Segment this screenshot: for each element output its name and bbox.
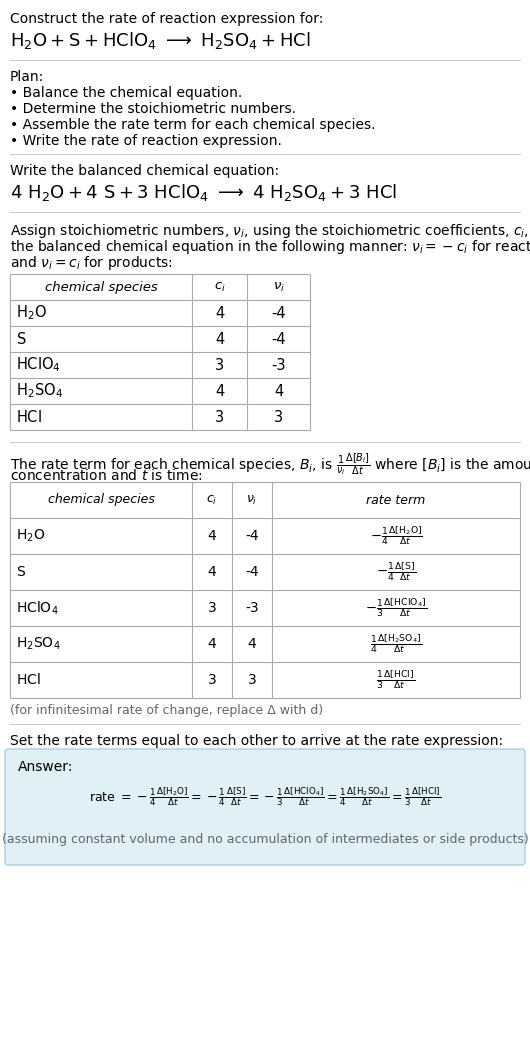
Text: $\frac{1}{3}\frac{\Delta[\mathrm{HCl}]}{\Delta t}$: $\frac{1}{3}\frac{\Delta[\mathrm{HCl}]}{…	[376, 669, 416, 691]
Text: 4: 4	[215, 383, 224, 398]
Text: -3: -3	[245, 601, 259, 615]
Text: 3: 3	[274, 410, 283, 424]
Text: Answer:: Answer:	[18, 760, 73, 774]
Text: 3: 3	[215, 410, 224, 424]
Text: 4: 4	[215, 331, 224, 347]
Text: 3: 3	[215, 357, 224, 372]
Text: • Determine the stoichiometric numbers.: • Determine the stoichiometric numbers.	[10, 102, 296, 116]
Text: $\nu_i$: $\nu_i$	[246, 494, 258, 506]
Text: Write the balanced chemical equation:: Write the balanced chemical equation:	[10, 164, 279, 178]
Text: -3: -3	[271, 357, 286, 372]
Text: $\mathrm{H_2O}$: $\mathrm{H_2O}$	[16, 303, 47, 322]
Text: $\mathrm{HCl}$: $\mathrm{HCl}$	[16, 410, 42, 425]
Text: $\mathrm{S}$: $\mathrm{S}$	[16, 331, 26, 347]
Text: Assign stoichiometric numbers, $\nu_i$, using the stoichiometric coefficients, $: Assign stoichiometric numbers, $\nu_i$, …	[10, 222, 530, 240]
Text: rate term: rate term	[366, 494, 426, 506]
Text: -4: -4	[271, 305, 286, 321]
Text: $\mathrm{HClO_4}$: $\mathrm{HClO_4}$	[16, 355, 61, 374]
Text: -4: -4	[245, 565, 259, 579]
Text: 4: 4	[208, 637, 216, 651]
Text: 4: 4	[248, 637, 257, 651]
Text: $-\frac{1}{4}\frac{\Delta[\mathrm{H_2O}]}{\Delta t}$: $-\frac{1}{4}\frac{\Delta[\mathrm{H_2O}]…	[369, 524, 422, 547]
Text: -4: -4	[245, 529, 259, 543]
Text: $\nu_i$: $\nu_i$	[272, 280, 285, 294]
Text: $-\frac{1}{4}\frac{\Delta[\mathrm{S}]}{\Delta t}$: $-\frac{1}{4}\frac{\Delta[\mathrm{S}]}{\…	[376, 561, 416, 584]
Text: Construct the rate of reaction expression for:: Construct the rate of reaction expressio…	[10, 13, 323, 26]
Text: (assuming constant volume and no accumulation of intermediates or side products): (assuming constant volume and no accumul…	[2, 834, 528, 846]
Text: • Write the rate of reaction expression.: • Write the rate of reaction expression.	[10, 134, 282, 148]
Text: $\mathrm{4\ H_2O + 4\ S + 3\ HClO_4\ \longrightarrow\ 4\ H_2SO_4 + 3\ HCl}$: $\mathrm{4\ H_2O + 4\ S + 3\ HClO_4\ \lo…	[10, 182, 397, 203]
Text: $\mathrm{H_2SO_4}$: $\mathrm{H_2SO_4}$	[16, 381, 63, 400]
Text: • Balance the chemical equation.: • Balance the chemical equation.	[10, 86, 242, 100]
Text: $c_i$: $c_i$	[214, 280, 225, 294]
Text: $c_i$: $c_i$	[206, 494, 218, 506]
Text: $\mathrm{H_2SO_4}$: $\mathrm{H_2SO_4}$	[16, 636, 60, 652]
Text: 4: 4	[215, 305, 224, 321]
Text: 4: 4	[208, 529, 216, 543]
Bar	[10, 482, 520, 698]
Text: $\mathrm{H_2O + S + HClO_4\ \longrightarrow\ H_2SO_4 + HCl}$: $\mathrm{H_2O + S + HClO_4\ \longrightar…	[10, 30, 311, 51]
Text: (for infinitesimal rate of change, replace Δ with d): (for infinitesimal rate of change, repla…	[10, 704, 323, 717]
Text: rate $= -\frac{1}{4}\frac{\Delta[\mathrm{H_2O}]}{\Delta t}= -\frac{1}{4}\frac{\D: rate $= -\frac{1}{4}\frac{\Delta[\mathrm…	[89, 786, 441, 809]
Text: chemical species: chemical species	[45, 280, 157, 294]
Text: $\mathrm{HClO_4}$: $\mathrm{HClO_4}$	[16, 599, 59, 617]
Text: $\mathrm{HCl}$: $\mathrm{HCl}$	[16, 672, 41, 688]
Text: 4: 4	[208, 565, 216, 579]
Text: concentration and $t$ is time:: concentration and $t$ is time:	[10, 468, 202, 483]
Text: and $\nu_i = c_i$ for products:: and $\nu_i = c_i$ for products:	[10, 254, 173, 272]
Text: $\mathrm{H_2O}$: $\mathrm{H_2O}$	[16, 528, 45, 544]
Text: 4: 4	[274, 383, 283, 398]
Text: • Assemble the rate term for each chemical species.: • Assemble the rate term for each chemic…	[10, 118, 375, 132]
Text: $\frac{1}{4}\frac{\Delta[\mathrm{H_2SO_4}]}{\Delta t}$: $\frac{1}{4}\frac{\Delta[\mathrm{H_2SO_4…	[370, 632, 422, 655]
Bar	[10, 274, 310, 430]
FancyBboxPatch shape	[5, 749, 525, 865]
Text: Plan:: Plan:	[10, 70, 44, 84]
Text: the balanced chemical equation in the following manner: $\nu_i = -c_i$ for react: the balanced chemical equation in the fo…	[10, 238, 530, 256]
Text: 3: 3	[208, 601, 216, 615]
Text: $\mathrm{S}$: $\mathrm{S}$	[16, 565, 26, 579]
Text: -4: -4	[271, 331, 286, 347]
Text: The rate term for each chemical species, $B_i$, is $\frac{1}{\nu_i}\frac{\Delta[: The rate term for each chemical species,…	[10, 452, 530, 478]
Text: 3: 3	[208, 673, 216, 687]
Text: Set the rate terms equal to each other to arrive at the rate expression:: Set the rate terms equal to each other t…	[10, 734, 503, 748]
Text: 3: 3	[248, 673, 257, 687]
Text: $-\frac{1}{3}\frac{\Delta[\mathrm{HClO_4}]}{\Delta t}$: $-\frac{1}{3}\frac{\Delta[\mathrm{HClO_4…	[365, 597, 427, 619]
Text: chemical species: chemical species	[48, 494, 154, 506]
